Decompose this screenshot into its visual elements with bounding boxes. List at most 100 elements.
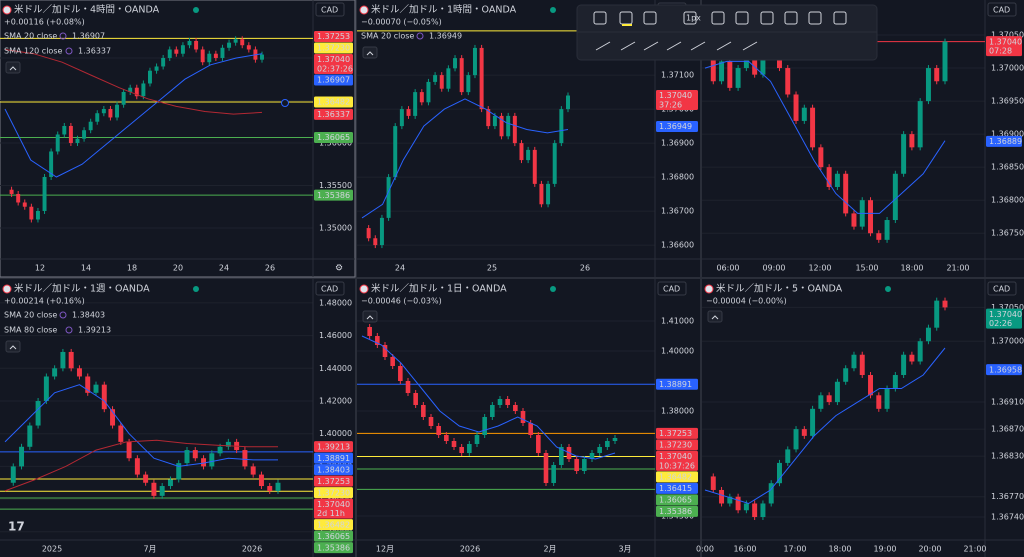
collapse-icon	[9, 345, 17, 350]
candle-body	[201, 458, 207, 467]
candle-body	[373, 238, 378, 246]
candle-body	[444, 435, 449, 441]
plot-area	[704, 297, 948, 521]
market-status	[550, 7, 556, 13]
chart-pane[interactable]: 1.350001.355001.360001.365001.3700012141…	[0, 0, 356, 278]
draw-tool[interactable]	[620, 41, 636, 51]
draw-tool[interactable]	[666, 41, 682, 51]
candle-body	[35, 210, 40, 220]
candle-body	[834, 381, 840, 403]
currency-box[interactable]	[315, 281, 345, 296]
price-label: 1.37253	[659, 429, 692, 438]
sma-line	[4, 53, 263, 178]
currency-box[interactable]	[987, 281, 1017, 296]
candle-body	[934, 68, 940, 82]
candle-body	[242, 450, 248, 467]
candle-body	[128, 87, 133, 92]
candle-body	[801, 107, 807, 121]
price-label: 1.36889	[989, 137, 1022, 146]
candle-body	[777, 462, 782, 484]
candle-body	[612, 438, 618, 441]
tool-button[interactable]	[643, 11, 657, 25]
pane-background	[0, 279, 355, 557]
y-tick-label: 1.36910	[991, 398, 1024, 407]
currency-box[interactable]	[657, 281, 687, 296]
candle-body	[9, 189, 14, 194]
price-label: 1.36415	[659, 484, 692, 493]
time-label: 26	[580, 264, 590, 273]
chart-pane[interactable]: 1.36740 1.36770 1.36830 1.36870 1.36910 1.370…	[696, 279, 1024, 557]
tool-button[interactable]	[735, 11, 749, 25]
candle-body	[42, 176, 47, 211]
price-change: +0.00214 (+0.16%)	[4, 297, 85, 306]
draw-tool[interactable]	[595, 41, 611, 51]
candle-body	[233, 39, 238, 43]
candle-body	[115, 104, 120, 118]
tool-button[interactable]	[593, 11, 607, 25]
time-label: 26	[265, 264, 275, 273]
symbol-flag	[359, 284, 369, 294]
indicator-value: 1.39213	[78, 326, 111, 335]
sma-line	[4, 49, 263, 115]
pane-background	[357, 279, 700, 557]
price-label-bg	[314, 30, 353, 42]
drawing-toolbar[interactable]: 1px	[576, 4, 878, 61]
currency-box[interactable]	[315, 2, 345, 17]
currency-box[interactable]	[987, 2, 1017, 17]
draw-tool[interactable]	[643, 41, 659, 51]
candle-body	[246, 45, 251, 50]
candle-body	[892, 173, 898, 221]
candle-body	[227, 42, 232, 48]
price-label: 1.37040	[659, 91, 692, 100]
y-tick-label: 1.38000	[661, 407, 694, 416]
candle-body	[187, 40, 192, 46]
candle-body	[82, 130, 87, 139]
candle-body	[490, 405, 495, 417]
draw-tool[interactable]	[742, 41, 758, 51]
candle-body	[390, 357, 395, 366]
candle-body	[55, 134, 60, 152]
plot-area	[357, 324, 655, 490]
chart-pane[interactable]: 1.345001.380001.400001.4100012月20262月3月1…	[357, 279, 700, 557]
tool-button[interactable]	[784, 11, 798, 25]
tool-button[interactable]	[711, 11, 725, 25]
time-label: 14	[81, 264, 91, 273]
y-tick-label: 1.37050	[991, 31, 1024, 40]
tool-button[interactable]	[760, 11, 774, 25]
price-label-bg	[314, 441, 353, 453]
sma-line	[4, 439, 278, 492]
price-label-bg	[986, 364, 1022, 376]
candle-body	[108, 108, 113, 118]
candle-body	[528, 423, 533, 435]
chart-pane[interactable]: 1.340001.360001.380001.400001.420001.440…	[0, 279, 355, 557]
time-label: 2026	[460, 545, 480, 554]
indicator-name: SMA 120 close	[4, 47, 62, 56]
candle-body	[551, 465, 556, 483]
tool-button[interactable]	[833, 11, 847, 25]
time-label: 24	[395, 264, 405, 273]
time-label: 21:00	[946, 264, 969, 273]
tool-button[interactable]	[808, 11, 822, 25]
price-label: 1.37253	[317, 477, 350, 486]
candle-body	[453, 58, 458, 69]
color-swatch	[622, 24, 632, 26]
plot-area	[0, 348, 313, 510]
indicator-value: 1.36907	[72, 32, 105, 41]
candle-body	[85, 376, 91, 393]
y-tick-label: 1.36850	[991, 163, 1024, 172]
candle-body	[393, 126, 398, 178]
draw-tool[interactable]	[690, 41, 706, 51]
draw-tool[interactable]	[716, 41, 732, 51]
price-label-bg	[656, 450, 698, 471]
price-label-bg	[656, 482, 698, 494]
price-label-bg	[314, 542, 353, 554]
candle-body	[419, 92, 424, 103]
tool-button[interactable]	[683, 11, 697, 25]
candle-body	[134, 87, 139, 97]
candle-body	[386, 177, 391, 218]
candle-body	[451, 441, 457, 447]
price-label: 1.36337	[317, 110, 350, 119]
indicator-name: SMA 80 close	[4, 326, 57, 335]
price-label: 1.39213	[317, 442, 350, 451]
candle-body	[35, 401, 41, 426]
